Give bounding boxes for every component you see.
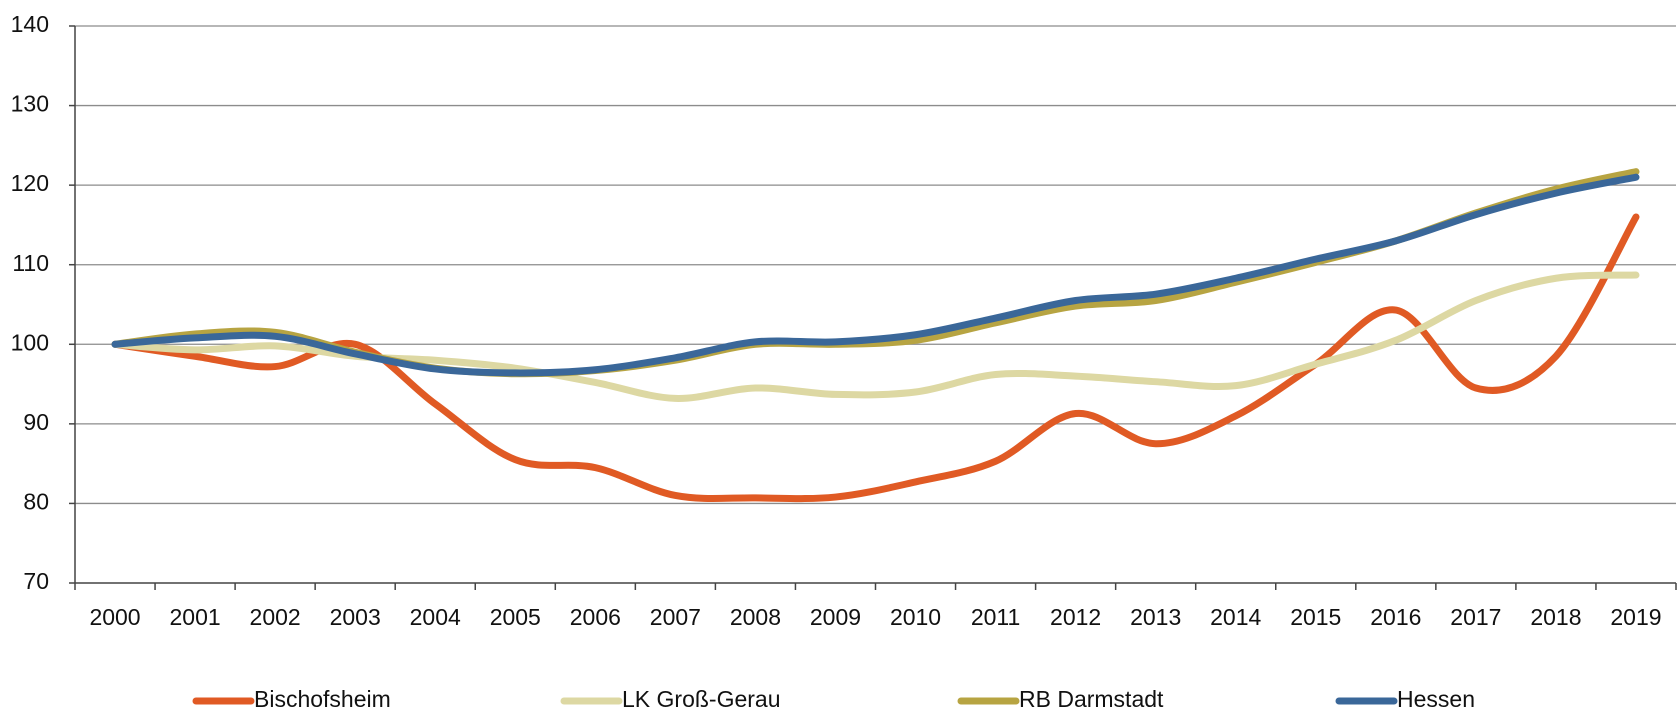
y-tick-label: 70	[23, 568, 49, 594]
x-tick-label: 2011	[971, 604, 1020, 630]
y-tick-label: 80	[23, 489, 49, 515]
y-tick-label: 100	[11, 329, 49, 355]
y-tick-label: 120	[11, 170, 49, 196]
x-tick-label: 2017	[1450, 604, 1501, 630]
y-tick-label: 110	[12, 250, 49, 276]
x-tick-label: 2014	[1210, 604, 1261, 630]
y-tick-label: 130	[11, 91, 49, 117]
x-tick-label: 2012	[1050, 604, 1101, 630]
legend-label: Hessen	[1397, 686, 1475, 712]
x-tick-label: 2005	[490, 604, 541, 630]
x-tick-label: 2015	[1290, 604, 1341, 630]
x-tick-label: 2003	[330, 604, 381, 630]
legend-label: RB Darmstadt	[1019, 686, 1164, 712]
x-tick-label: 2001	[169, 604, 220, 630]
x-tick-label: 2018	[1530, 604, 1581, 630]
x-tick-label: 2002	[250, 604, 301, 630]
x-tick-label: 2016	[1370, 604, 1421, 630]
x-tick-label: 2013	[1130, 604, 1181, 630]
x-tick-label: 2007	[650, 604, 701, 630]
x-tick-label: 2006	[570, 604, 621, 630]
y-tick-label: 90	[23, 409, 49, 435]
x-tick-label: 2009	[810, 604, 861, 630]
legend-label: LK Groß-Gerau	[622, 686, 781, 712]
legend-label: Bischofsheim	[254, 686, 391, 712]
x-tick-label: 2008	[730, 604, 781, 630]
series-line	[111, 173, 1640, 377]
x-tick-label: 2019	[1610, 604, 1661, 630]
x-tick-label: 2000	[89, 604, 140, 630]
x-tick-label: 2004	[410, 604, 461, 630]
y-tick-label: 140	[11, 11, 49, 37]
x-tick-label: 2010	[890, 604, 941, 630]
